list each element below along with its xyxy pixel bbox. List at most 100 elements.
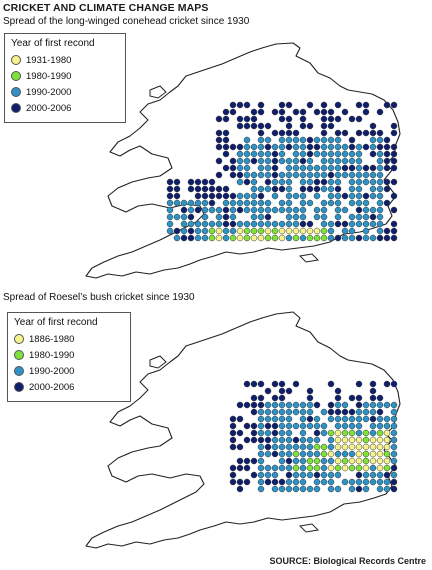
record-dot [355, 478, 363, 486]
record-dot [306, 185, 314, 193]
record-dot [285, 387, 293, 395]
record-dot [236, 157, 244, 165]
record-dot [334, 157, 342, 165]
record-dot [306, 408, 314, 416]
record-dot [383, 429, 391, 437]
record-dot [327, 115, 335, 123]
record-dot [264, 422, 272, 430]
record-dot [306, 234, 314, 242]
record-dot [292, 422, 300, 430]
record-dot [320, 450, 328, 458]
record-dot [327, 108, 335, 116]
record-dot [285, 450, 293, 458]
record-dot [215, 129, 223, 137]
record-dot [271, 436, 279, 444]
record-dot [278, 436, 286, 444]
record-dot [278, 443, 286, 451]
record-dot [243, 457, 251, 465]
record-dot [369, 408, 377, 416]
record-dot [376, 143, 384, 151]
legend-item: 2000-2006 [11, 100, 119, 116]
record-dot [313, 227, 321, 235]
record-dot [299, 471, 307, 479]
record-dot [390, 457, 398, 465]
record-dot [320, 220, 328, 228]
record-dot [306, 164, 314, 172]
record-dot [320, 422, 328, 430]
record-dot [187, 178, 195, 186]
record-dot [320, 101, 328, 109]
record-dot [229, 415, 237, 423]
record-dot [376, 227, 384, 235]
record-dot [187, 227, 195, 235]
island-wight [298, 523, 320, 533]
record-dot [390, 143, 398, 151]
record-dot [348, 227, 356, 235]
record-dot [229, 429, 237, 437]
legend-title: Year of first recond [11, 38, 95, 49]
record-dot [348, 143, 356, 151]
record-dot [376, 150, 384, 158]
record-dot [327, 199, 335, 207]
record-dot [264, 415, 272, 423]
record-dot [278, 401, 286, 409]
record-dot [257, 122, 265, 130]
record-dot [299, 213, 307, 221]
record-dot [376, 234, 384, 242]
record-dot [243, 101, 251, 109]
record-dot [313, 143, 321, 151]
record-dot [390, 380, 398, 388]
record-dot [355, 422, 363, 430]
record-dot [257, 213, 265, 221]
record-dot [390, 401, 398, 409]
record-dot [313, 213, 321, 221]
record-dot [166, 227, 174, 235]
record-dot [369, 394, 377, 402]
record-dot [306, 143, 314, 151]
map2-records [229, 380, 398, 493]
record-dot [264, 171, 272, 179]
record-dot [306, 485, 314, 493]
record-dot [306, 450, 314, 458]
record-dot [369, 478, 377, 486]
record-dot [271, 471, 279, 479]
record-dot [299, 164, 307, 172]
record-dot [285, 401, 293, 409]
record-dot [376, 206, 384, 214]
record-dot [271, 185, 279, 193]
record-dot [271, 108, 279, 116]
record-dot [334, 220, 342, 228]
record-dot [271, 227, 279, 235]
record-dot [341, 192, 349, 200]
record-dot [369, 387, 377, 395]
record-dot [390, 485, 398, 493]
record-dot [313, 164, 321, 172]
record-dot [215, 213, 223, 221]
record-dot [341, 443, 349, 451]
record-dot [264, 450, 272, 458]
record-dot [320, 213, 328, 221]
record-dot [369, 443, 377, 451]
record-dot [334, 234, 342, 242]
record-dot [369, 464, 377, 472]
record-dot [313, 464, 321, 472]
record-dot [334, 101, 342, 109]
record-dot [306, 227, 314, 235]
record-dot [369, 185, 377, 193]
record-dot [355, 150, 363, 158]
record-dot [292, 108, 300, 116]
record-dot [236, 206, 244, 214]
record-dot [376, 192, 384, 200]
record-dot [264, 157, 272, 165]
record-dot [334, 136, 342, 144]
record-dot [341, 429, 349, 437]
record-dot [236, 443, 244, 451]
record-dot [292, 192, 300, 200]
record-dot [348, 178, 356, 186]
island-wight [298, 253, 320, 263]
record-dot [250, 408, 258, 416]
record-dot [299, 108, 307, 116]
record-dot [257, 415, 265, 423]
record-dot [299, 171, 307, 179]
record-dot [313, 401, 321, 409]
